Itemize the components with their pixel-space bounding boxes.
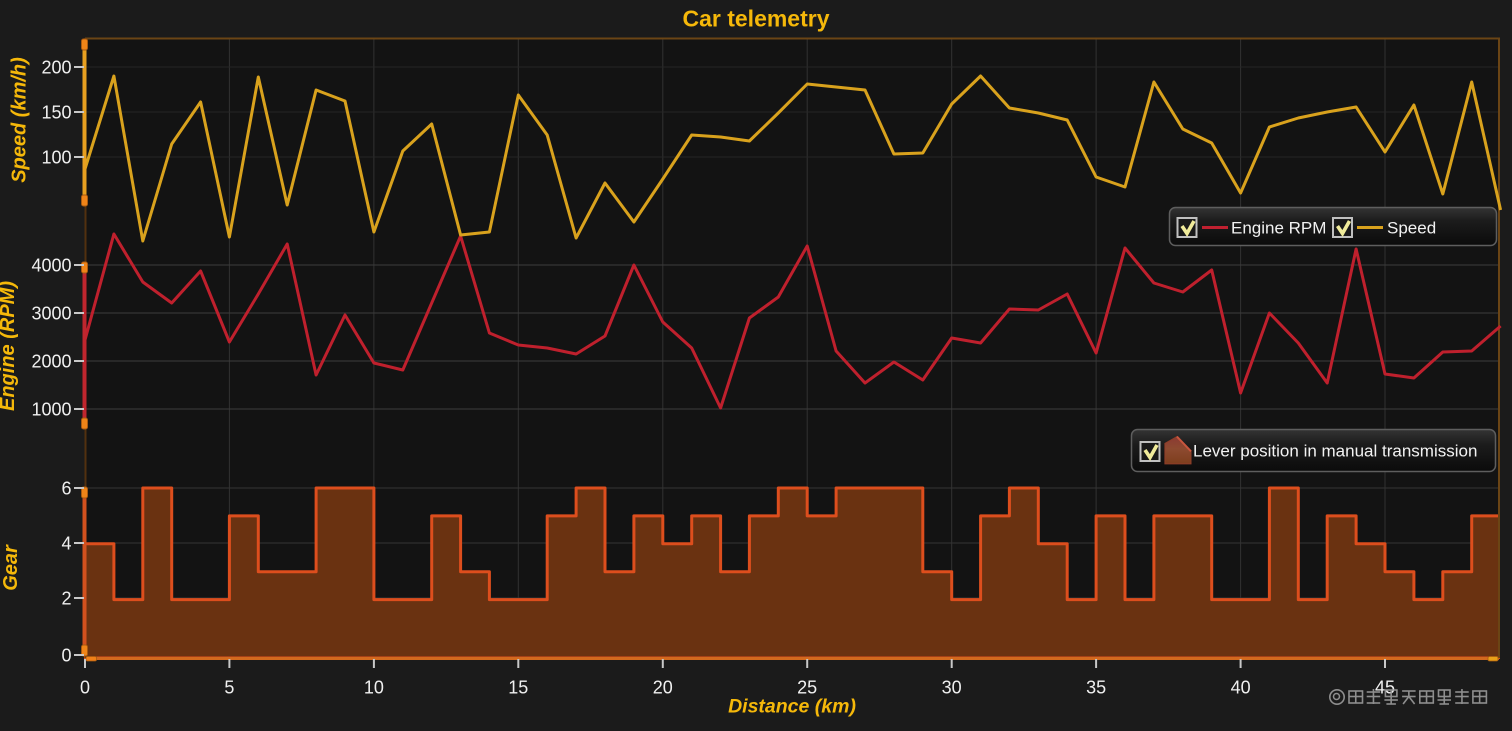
svg-text:20: 20 <box>653 678 673 698</box>
svg-text:4000: 4000 <box>31 256 71 276</box>
svg-text:10: 10 <box>364 678 384 698</box>
svg-text:5: 5 <box>224 678 234 698</box>
svg-text:Speed (km/h): Speed (km/h) <box>9 57 31 183</box>
svg-text:15: 15 <box>508 678 528 698</box>
svg-text:2000: 2000 <box>31 352 71 372</box>
svg-text:4: 4 <box>61 534 71 554</box>
svg-text:Lever position in manual trans: Lever position in manual transmission <box>1193 442 1477 461</box>
svg-text:40: 40 <box>1231 678 1251 698</box>
svg-text:1000: 1000 <box>31 400 71 420</box>
svg-text:Distance (km): Distance (km) <box>728 696 856 718</box>
svg-text:Gear: Gear <box>0 544 22 591</box>
svg-text:150: 150 <box>41 103 71 123</box>
svg-text:0: 0 <box>61 646 71 666</box>
svg-text:3000: 3000 <box>31 304 71 324</box>
svg-text:200: 200 <box>41 58 71 78</box>
svg-text:Speed: Speed <box>1387 219 1436 238</box>
svg-text:Engine RPM: Engine RPM <box>1231 219 1326 238</box>
svg-text:35: 35 <box>1086 678 1106 698</box>
svg-text:30: 30 <box>942 678 962 698</box>
svg-text:Car telemetry: Car telemetry <box>682 6 829 32</box>
svg-text:Engine (RPM): Engine (RPM) <box>0 281 19 411</box>
svg-text:6: 6 <box>61 479 71 499</box>
svg-text:2: 2 <box>61 589 71 609</box>
svg-text:0: 0 <box>80 678 90 698</box>
svg-text:25: 25 <box>797 678 817 698</box>
svg-text:100: 100 <box>41 148 71 168</box>
